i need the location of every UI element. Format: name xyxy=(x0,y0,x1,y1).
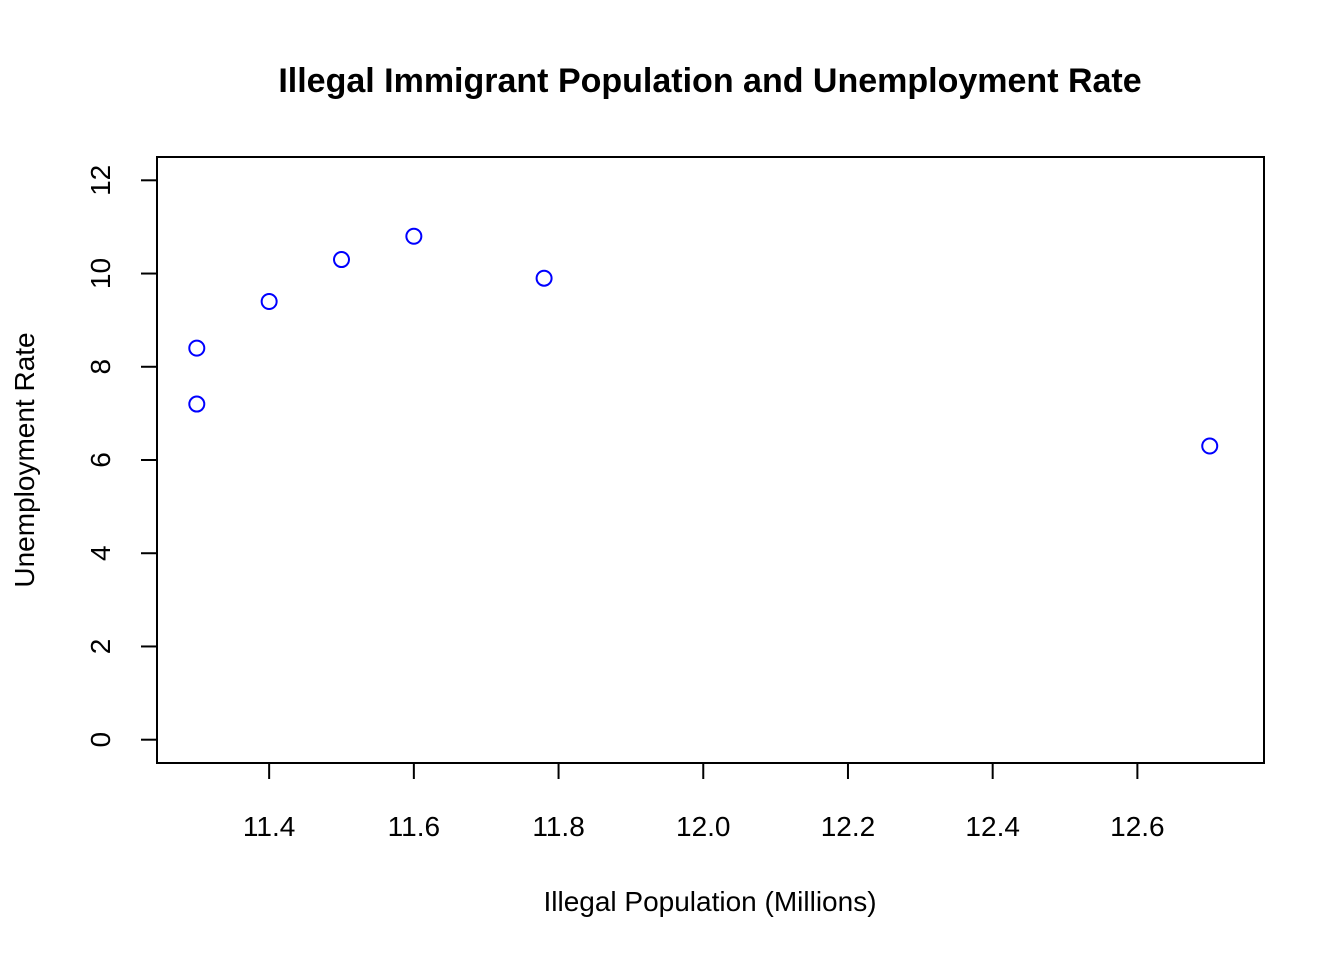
data-point xyxy=(535,269,553,287)
y-tick-label: 2 xyxy=(85,639,116,655)
data-point xyxy=(188,339,206,357)
x-tick-label: 12.2 xyxy=(821,811,876,842)
x-axis-label: Illegal Population (Millions) xyxy=(543,886,876,917)
y-axis-label: Unemployment Rate xyxy=(9,332,40,587)
data-point xyxy=(260,293,278,311)
x-tick-label: 12.0 xyxy=(676,811,731,842)
x-tick-label: 12.4 xyxy=(965,811,1020,842)
chart-title: Illegal Immigrant Population and Unemplo… xyxy=(278,62,1141,100)
y-tick-label: 12 xyxy=(85,165,116,196)
y-tick-label: 10 xyxy=(85,258,116,289)
y-tick-label: 4 xyxy=(85,545,116,561)
x-tick-label: 11.4 xyxy=(243,811,295,842)
data-point xyxy=(405,227,423,245)
plot-area xyxy=(156,156,1265,764)
y-axis: 0 2 4 6 8 10 12 xyxy=(85,165,158,748)
y-tick-label: 0 xyxy=(85,732,116,748)
data-points xyxy=(188,227,1219,455)
x-axis: 11.4 11.6 11.8 12.0 12.2 12.4 12.6 xyxy=(243,762,1165,842)
data-point xyxy=(188,395,206,413)
x-tick-label: 11.6 xyxy=(388,811,440,842)
y-tick-label: 6 xyxy=(85,452,116,468)
y-tick-label: 8 xyxy=(85,359,116,375)
x-tick-label: 12.6 xyxy=(1110,811,1165,842)
data-point xyxy=(1201,437,1219,455)
data-point xyxy=(333,251,350,269)
x-tick-label: 11.8 xyxy=(532,811,584,842)
